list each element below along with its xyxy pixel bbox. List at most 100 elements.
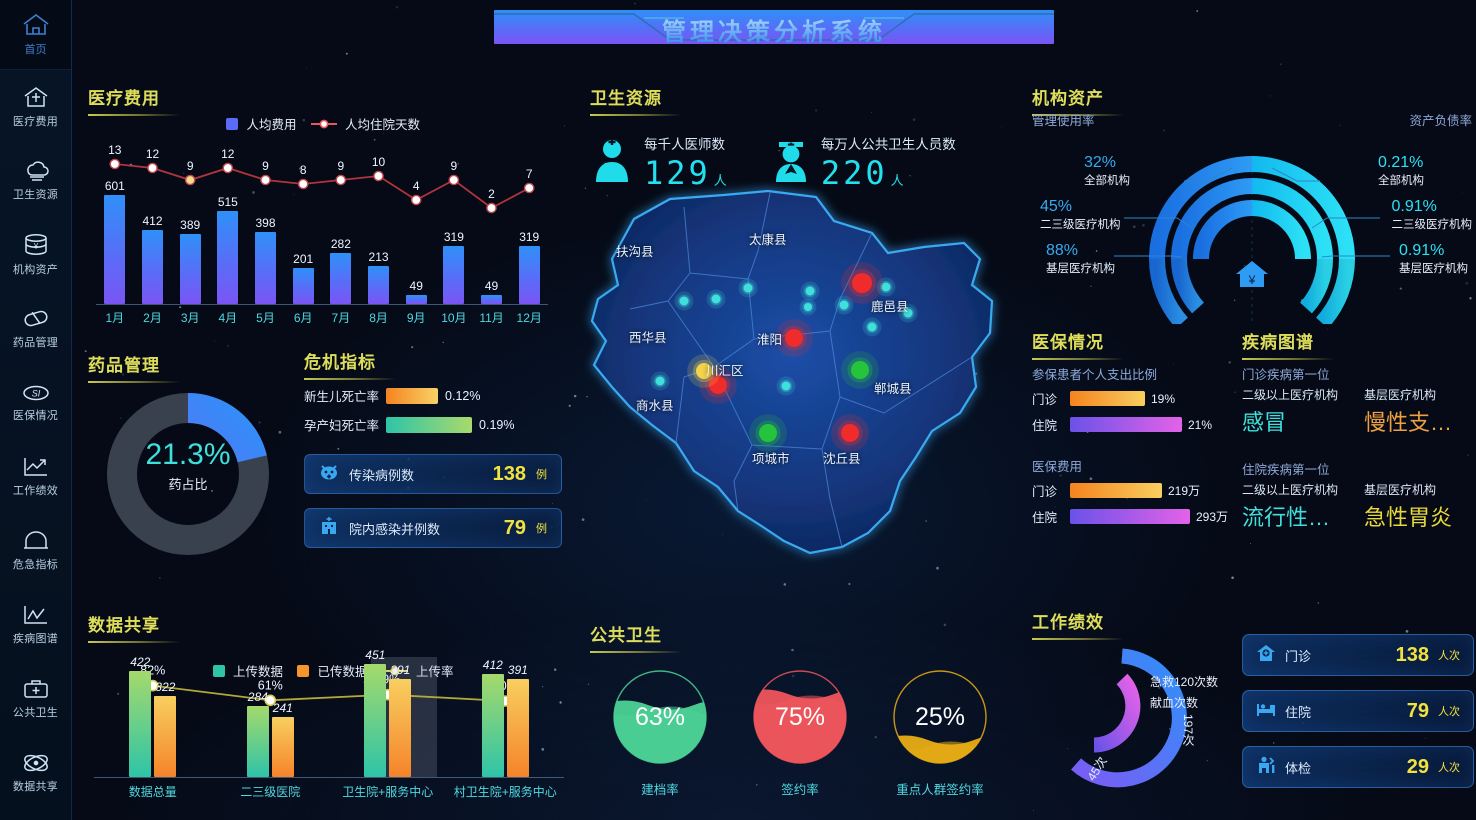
map-region-label[interactable]: 西华县 (629, 327, 667, 346)
assets-left-value: 45% (1040, 198, 1121, 216)
disease-group-title: 住院疾病第一位 (1242, 459, 1474, 478)
legend-label: 人均住院天数 (345, 118, 420, 132)
bar-value: 322 (155, 680, 175, 694)
sidebar-home-label: 首页 (25, 41, 47, 57)
insurance-row: 住院 21% (1032, 415, 1244, 434)
sidebar-item-health-resource[interactable]: 卫生资源 (0, 144, 71, 218)
sidebar: 首页 医疗费用 卫生资源 ¥ 机构资产 (0, 0, 72, 820)
bar-value: 282 (331, 237, 351, 251)
map-region-label[interactable]: 项城市 (752, 448, 790, 467)
gauge-caption: 建档率 (612, 779, 708, 798)
row-label: 住院 (1032, 415, 1064, 434)
map-region-label[interactable]: 郸城县 (874, 378, 912, 397)
map-region-label[interactable]: 鹿邑县 (871, 296, 909, 315)
bar-value: 412 (483, 658, 503, 672)
sidebar-item-data-share[interactable]: 数据共享 (0, 736, 71, 810)
bar-transferred: 391 (389, 679, 411, 777)
svg-text:¥: ¥ (32, 242, 38, 251)
sidebar-item-insurance[interactable]: SI 医保情况 (0, 366, 71, 440)
x-label: 数据总量 (94, 783, 212, 800)
sidebar-item-public-health[interactable]: 公共卫生 (0, 662, 71, 736)
bar-group: 282 (322, 237, 360, 304)
card-unit: 例 (536, 520, 547, 536)
map-region-label[interactable]: 商水县 (636, 395, 674, 414)
x-label: 2月 (134, 309, 172, 326)
medical-cost-chart: 人均费用 人均住院天数 13 12 9 12 9 8 9 10 4 9 2 7 601 412 389… (88, 86, 558, 336)
card-infectious-cases[interactable]: 传染病例数 138 例 (304, 454, 562, 494)
svg-text:12: 12 (146, 147, 160, 161)
map-region-label[interactable]: 扶沟县 (616, 241, 654, 260)
bar-value: 601 (105, 179, 125, 193)
assets-left-value: 32% (1084, 154, 1130, 172)
bar-upload: 412 (482, 674, 504, 777)
bar-value: 49 (485, 279, 498, 293)
bar (443, 246, 464, 304)
disease-name: 急性胃炎 (1364, 500, 1474, 532)
disease-title: 疾病图谱 (1242, 328, 1314, 353)
card-nosocomial-infections[interactable]: 院内感染并例数 79 例 (304, 508, 562, 548)
bar-group: 412 (134, 214, 172, 304)
x-label: 9月 (397, 309, 435, 326)
performance-outer-value: 197次 (1180, 714, 1197, 746)
sidebar-item-institution-asset[interactable]: ¥ 机构资产 (0, 218, 71, 292)
assets-right-value: 0.91% (1392, 198, 1473, 216)
stat-card-outpatient[interactable]: 门诊 138 人次 (1242, 634, 1474, 676)
row-value: 293万 (1196, 508, 1228, 525)
card-label: 体检 (1285, 758, 1311, 777)
sidebar-item-medical-cost[interactable]: 医疗费用 (0, 70, 71, 144)
x-label: 4月 (209, 309, 247, 326)
sidebar-item-drug[interactable]: 药品管理 (0, 292, 71, 366)
data-share-chart: 上传数据 已传数据 上传率 82% 61% 69% 60% 422 322 (88, 611, 578, 816)
line-marker-icon (311, 119, 337, 129)
sidebar-item-performance[interactable]: 工作绩效 (0, 440, 71, 514)
insurance-row: 门诊 219万 (1032, 481, 1244, 500)
sidebar-item-home[interactable]: 首页 (0, 0, 71, 70)
sidebar-item-label: 数据共享 (13, 778, 58, 794)
disease-chart-icon (22, 604, 50, 626)
assets-left-label: 全部机构 (1084, 172, 1130, 188)
map-region-label[interactable]: 沈丘县 (823, 448, 861, 467)
gauge: 63% 建档率 (612, 669, 708, 798)
institution-asset-icon: ¥ (22, 233, 50, 257)
hr-caption: 每千人医师数 (644, 133, 727, 153)
bar-group: 451 391 (342, 664, 434, 777)
insurance-title: 医保情况 (1032, 328, 1104, 353)
card-value: 79 (504, 517, 526, 540)
x-label: 6月 (284, 309, 322, 326)
stat-card-checkup[interactable]: 体检 29 人次 (1242, 746, 1474, 788)
stat-card-inpatient[interactable]: 住院 79 人次 (1242, 690, 1474, 732)
card-unit: 例 (536, 466, 547, 482)
sidebar-item-disease[interactable]: 疾病图谱 (0, 588, 71, 662)
bar (519, 246, 540, 304)
insurance-group-title: 参保患者个人支出比例 (1032, 364, 1244, 383)
map-region-label[interactable]: 川汇区 (706, 360, 744, 379)
card-unit: 人次 (1438, 759, 1460, 775)
assets-left-value: 88% (1046, 242, 1115, 260)
medical-kit-icon (22, 678, 50, 700)
card-value: 138 (493, 463, 526, 486)
sidebar-item-label: 公共卫生 (13, 704, 58, 720)
svg-text:13: 13 (108, 143, 122, 157)
nurse-icon (771, 136, 811, 187)
zhoukou-map[interactable]: 扶沟县 太康县鹿邑县西华县 淮阳 川汇区郸城县商水县项城市 沈丘县 (572, 181, 1024, 621)
row-value: 219万 (1168, 482, 1200, 499)
map-region-label[interactable]: 淮阳 (757, 329, 782, 348)
disease-sub: 二级以上医疗机构 (1242, 481, 1352, 498)
right-column: 机构资产 管理使用率 资产负债率 (1024, 56, 1476, 820)
home-yuan-icon: ¥ (1236, 261, 1268, 287)
map-region-label[interactable]: 太康县 (749, 229, 787, 248)
bar-upload: 451 (364, 664, 386, 777)
drug-capsule-icon (21, 308, 51, 330)
sidebar-item-crisis[interactable]: 危急指标 (0, 514, 71, 588)
row-bar (1070, 417, 1182, 432)
crisis-row: 新生儿死亡率 0.12% (304, 386, 562, 405)
bar-value: 201 (293, 252, 313, 266)
bar (104, 195, 125, 304)
card-label: 传染病例数 (349, 465, 414, 484)
assets-right-value: 0.91% (1399, 242, 1468, 260)
disease-panel: 门诊疾病第一位 二级以上医疗机构 感冒 基层医疗机构 慢性支… 住院疾病第一位 … (1242, 356, 1474, 631)
assets-panel: 管理使用率 资产负债率 (1032, 110, 1472, 340)
bar-value: 319 (519, 230, 539, 244)
crisis-row: 孕产妇死亡率 0.19% (304, 415, 562, 434)
disease-name: 流行性… (1242, 500, 1352, 532)
